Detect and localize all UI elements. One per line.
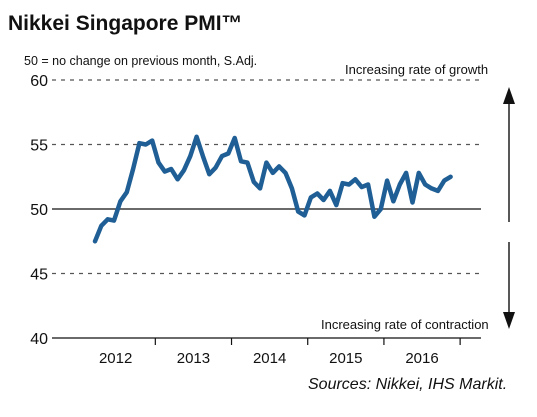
y-tick-label: 45 [30,267,48,284]
chart-subtitle: 50 = no change on previous month, S.Adj. [24,54,257,68]
annotation-contraction: Increasing rate of contraction [321,317,489,332]
y-tick-label: 60 [30,73,48,90]
x-tick-label: 2016 [405,350,438,367]
y-tick-label: 50 [30,202,48,219]
y-tick-label: 55 [30,138,48,155]
grid-lines [52,79,481,275]
x-tick-label: 2015 [329,350,362,367]
series-group [92,134,453,244]
chart-title: Nikkei Singapore PMI™ [8,12,243,35]
y-tick-label: 40 [30,331,48,348]
x-tick-label: 2012 [99,350,132,367]
contraction-arrow [503,242,515,329]
source-note: Sources: Nikkei, IHS Markit. [308,376,507,393]
contraction-arrowhead [503,312,515,329]
growth-arrowhead [503,87,515,104]
x-tick-label: 2014 [253,350,286,367]
y-axis-ticks: 40 45 50 55 60 [30,73,48,348]
x-axis: 2012 2013 2014 2015 2016 [52,337,481,367]
x-tick-label: 2013 [177,350,210,367]
growth-arrow [503,87,515,222]
pmi-series-line [92,134,453,244]
annotation-growth: Increasing rate of growth [345,62,488,77]
